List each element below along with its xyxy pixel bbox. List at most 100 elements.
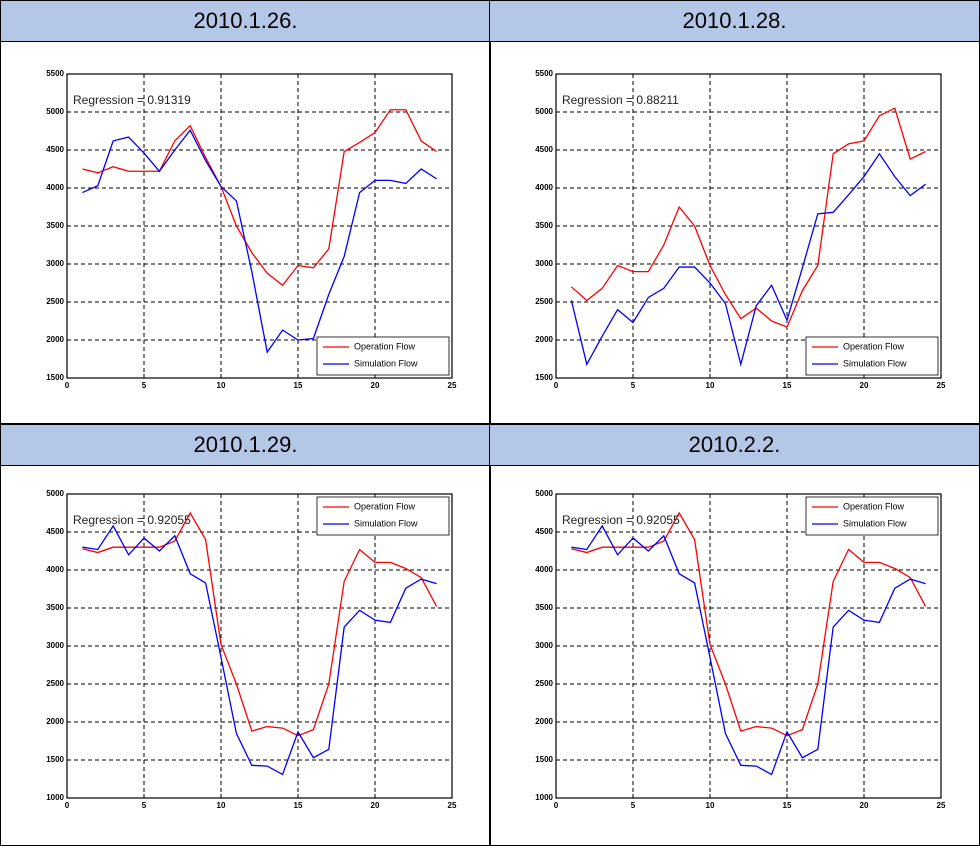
y-tick-label: 5500 <box>535 69 553 78</box>
annotation: Regression = 0.92055 <box>73 513 191 527</box>
legend-box <box>805 336 939 376</box>
data-line <box>571 511 927 737</box>
y-tick-label: 3500 <box>535 603 553 612</box>
x-tick-label: 25 <box>937 381 946 390</box>
y-tick-label: 5000 <box>535 107 553 116</box>
legend-label: Operation Flow <box>843 341 905 351</box>
chart: 1000 1500 2000 2500 3000 3500 4000 4500 5000 0 5 10… <box>46 489 457 810</box>
plot-frame <box>555 493 942 799</box>
legend-label: Operation Flow <box>843 501 905 511</box>
y-tick-label: 1500 <box>535 755 553 764</box>
y-tick-label: 1000 <box>46 793 64 802</box>
x-tick-label: 0 <box>554 381 559 390</box>
y-tick-label: 3500 <box>46 221 64 230</box>
y-tick-label: 2000 <box>46 717 64 726</box>
y-tick-label: 2500 <box>535 679 553 688</box>
legend-label: Simulation Flow <box>843 358 907 368</box>
y-tick-label: 1500 <box>46 373 64 382</box>
y-tick-label: 3000 <box>46 641 64 650</box>
y-tick-label: 2000 <box>535 335 553 344</box>
legend-box <box>316 336 450 376</box>
legend-label: Operation Flow <box>354 341 416 351</box>
data-line <box>82 524 437 776</box>
legend-label: Operation Flow <box>354 501 416 511</box>
chart: 1500 2000 2500 3000 3500 4000 4500 5000 5500 0 5 10… <box>535 69 946 390</box>
y-tick-label: 2000 <box>46 335 64 344</box>
x-tick-label: 10 <box>217 381 226 390</box>
x-tick-label: 10 <box>217 801 226 810</box>
y-tick-label: 3000 <box>535 641 553 650</box>
plot-frame <box>555 73 942 379</box>
y-tick-label: 2000 <box>535 717 553 726</box>
y-tick-label: 4500 <box>46 527 64 536</box>
x-tick-label: 20 <box>371 381 380 390</box>
data-line <box>571 524 926 776</box>
x-tick-label: 10 <box>706 801 715 810</box>
y-tick-label: 3500 <box>46 603 64 612</box>
x-tick-label: 15 <box>294 381 303 390</box>
x-tick-label: 25 <box>448 381 457 390</box>
x-tick-label: 20 <box>860 801 869 810</box>
legend-label: Simulation Flow <box>354 358 418 368</box>
annotation: Regression = 0.92055 <box>562 513 680 527</box>
x-tick-label: 20 <box>860 381 869 390</box>
x-tick-label: 0 <box>554 801 559 810</box>
legend-box <box>805 496 939 536</box>
data-line <box>570 107 926 328</box>
y-tick-label: 5000 <box>46 107 64 116</box>
chart-cell: 1000 1500 2000 2500 3000 3500 4000 4500 5000 0 5 10… <box>489 465 980 846</box>
y-tick-label: 4000 <box>535 183 553 192</box>
y-tick-label: 4000 <box>46 565 64 574</box>
plot-frame <box>66 73 453 379</box>
chart: 1500 2000 2500 3000 3500 4000 4500 5000 5500 0 5 10… <box>46 69 457 390</box>
data-line <box>570 152 926 367</box>
y-tick-label: 3500 <box>535 221 553 230</box>
x-tick-label: 15 <box>783 801 792 810</box>
y-tick-label: 2500 <box>46 679 64 688</box>
data-line <box>82 109 437 287</box>
y-tick-label: 4000 <box>535 565 553 574</box>
x-tick-label: 5 <box>142 381 147 390</box>
annotation: Regression = 0.88211 <box>562 93 679 107</box>
y-tick-label: 1000 <box>535 793 553 802</box>
x-tick-label: 10 <box>706 381 715 390</box>
y-tick-label: 4500 <box>535 527 553 536</box>
y-tick-label: 5000 <box>46 489 64 498</box>
legend-label: Simulation Flow <box>354 518 418 528</box>
chart: 1000 1500 2000 2500 3000 3500 4000 4500 5000 0 5 10… <box>535 489 946 810</box>
cell-header: 2010.1.28. <box>489 0 980 42</box>
y-tick-label: 1500 <box>535 373 553 382</box>
y-tick-label: 3000 <box>46 259 64 268</box>
x-tick-label: 5 <box>142 801 147 810</box>
y-tick-label: 3000 <box>535 259 553 268</box>
legend-box <box>316 496 450 536</box>
plot-frame <box>66 493 453 799</box>
chart-cell: 1500 2000 2500 3000 3500 4000 4500 5000 5500 0 5 10… <box>0 41 491 424</box>
cell-header: 2010.2.2. <box>489 424 980 466</box>
chart-cell: 1000 1500 2000 2500 3000 3500 4000 4500 5000 0 5 10… <box>0 465 491 846</box>
cell-header: 2010.1.29. <box>0 424 491 466</box>
y-tick-label: 5000 <box>535 489 553 498</box>
x-tick-label: 0 <box>65 381 70 390</box>
y-tick-label: 4500 <box>535 145 553 154</box>
y-tick-label: 4500 <box>46 145 64 154</box>
y-tick-label: 4000 <box>46 183 64 192</box>
x-tick-label: 0 <box>65 801 70 810</box>
x-tick-label: 25 <box>448 801 457 810</box>
x-tick-label: 20 <box>371 801 380 810</box>
x-tick-label: 5 <box>631 801 636 810</box>
y-tick-label: 1500 <box>46 755 64 764</box>
x-tick-label: 15 <box>294 801 303 810</box>
cell-header: 2010.1.26. <box>0 0 491 42</box>
legend-label: Simulation Flow <box>843 518 907 528</box>
chart-cell: 1500 2000 2500 3000 3500 4000 4500 5000 5500 0 5 10… <box>489 41 980 424</box>
x-tick-label: 5 <box>631 381 636 390</box>
data-line <box>82 511 438 737</box>
y-tick-label: 5500 <box>46 69 64 78</box>
annotation: Regression = 0.91319 <box>73 93 191 107</box>
data-line <box>82 129 437 354</box>
x-tick-label: 25 <box>937 801 946 810</box>
x-tick-label: 15 <box>783 381 792 390</box>
y-tick-label: 2500 <box>535 297 553 306</box>
